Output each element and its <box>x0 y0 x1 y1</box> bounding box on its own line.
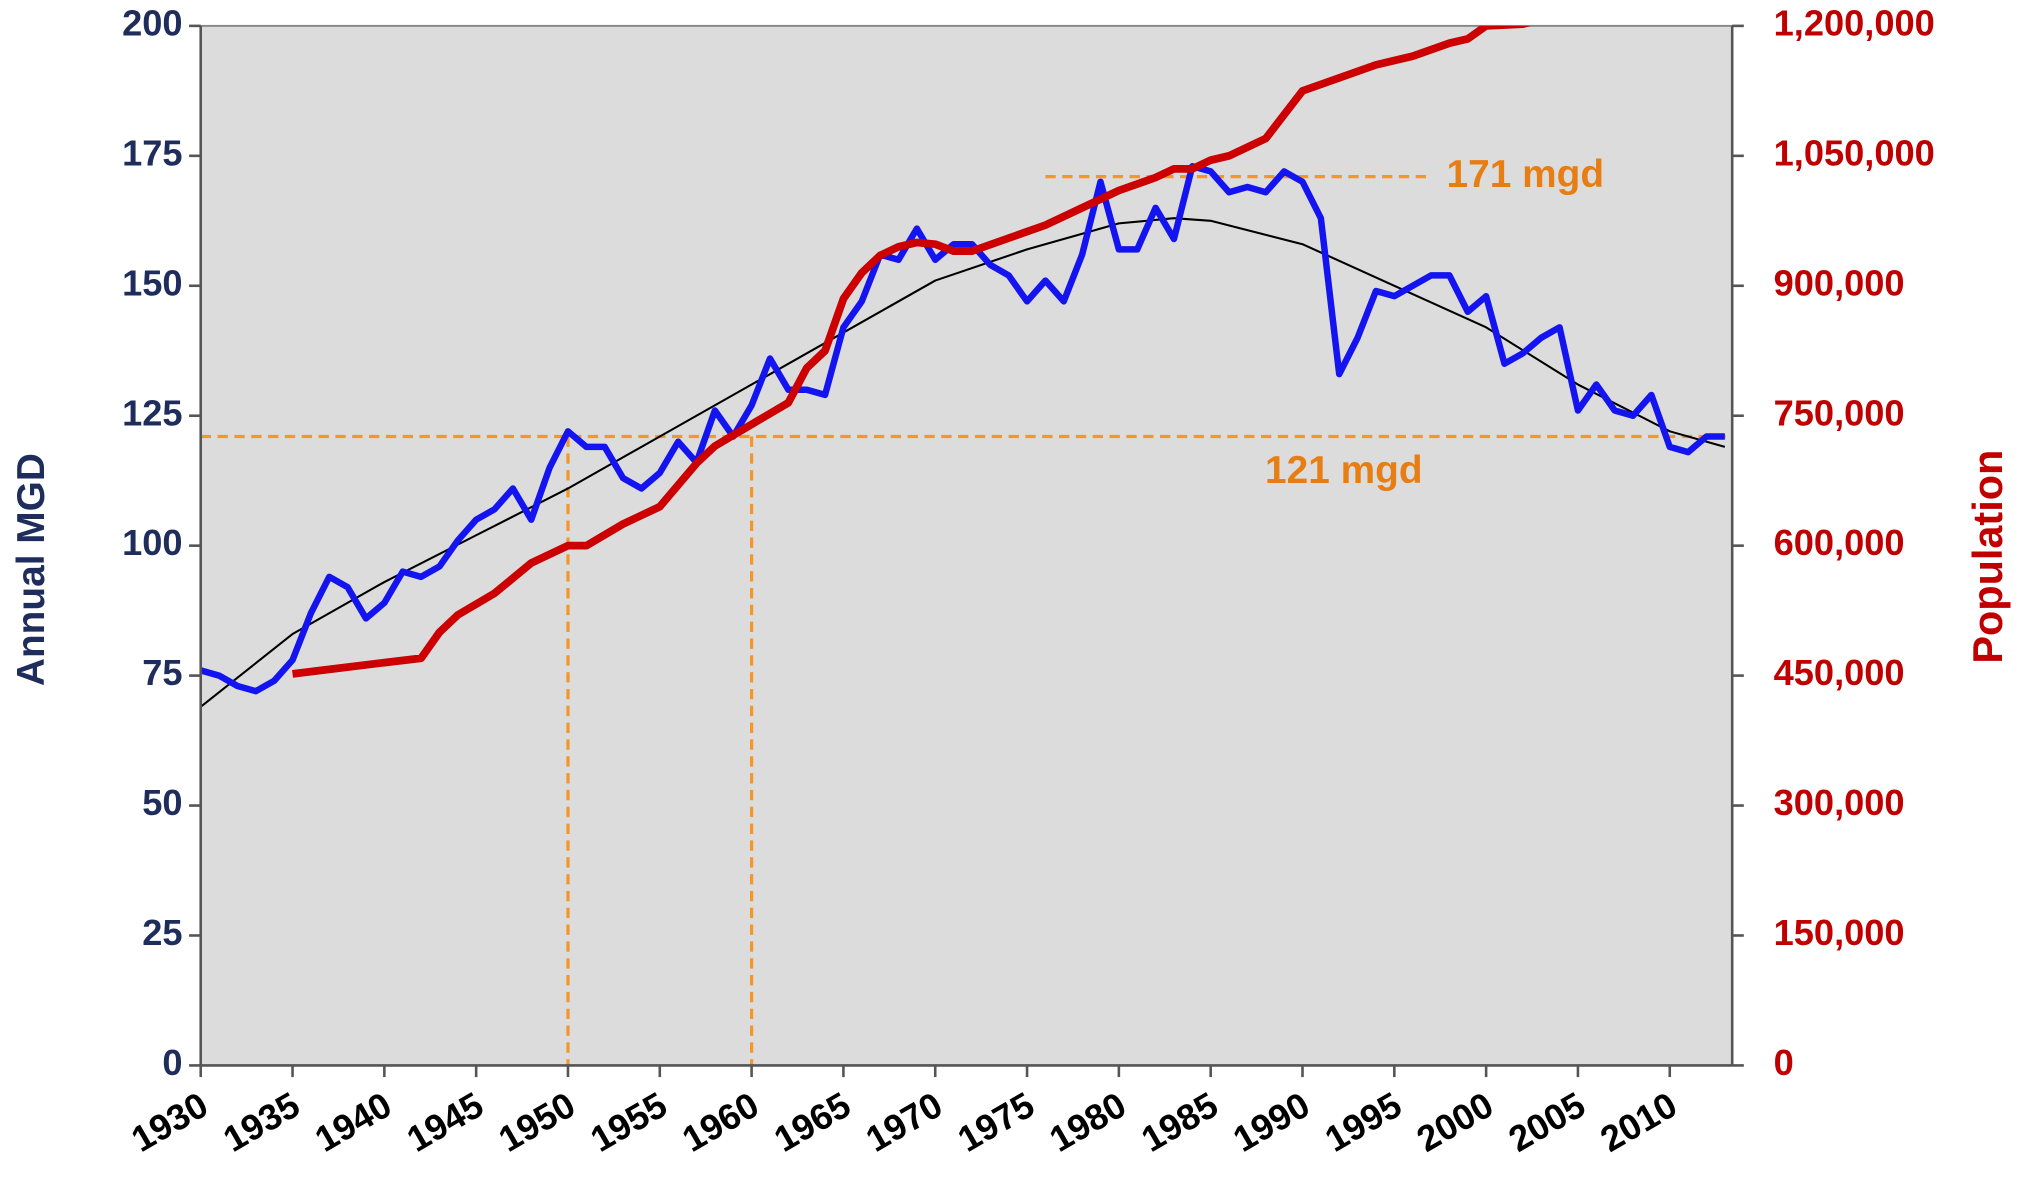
x-tick-label: 1935 <box>216 1084 306 1160</box>
y-tick-label: 200 <box>122 2 182 43</box>
y-tick-label: 175 <box>122 132 182 173</box>
x-tick-label: 1945 <box>400 1084 490 1160</box>
x-tick-label: 2005 <box>1502 1084 1592 1160</box>
series-line <box>200 217 1726 708</box>
x-tick-label: 2000 <box>1410 1084 1500 1160</box>
x-tick-label: 1930 <box>124 1084 214 1160</box>
y2-tick-label: 600,000 <box>1774 522 1905 563</box>
x-tick-label: 1960 <box>675 1084 765 1160</box>
y2-tick-label: 1,050,000 <box>1774 132 1935 173</box>
x-tick-label: 1985 <box>1134 1084 1224 1160</box>
x-tick-label: 1955 <box>583 1084 673 1160</box>
y-tick-label: 75 <box>142 652 182 693</box>
y-tick-label: 0 <box>162 1042 182 1083</box>
annotation-label: 121 mgd <box>1265 449 1423 492</box>
y2-axis-label: Population <box>1965 450 2011 664</box>
y2-tick-label: 150,000 <box>1774 912 1905 953</box>
y2-tick-label: 0 <box>1774 1042 1794 1083</box>
y2-tick-label: 1,200,000 <box>1774 2 1935 43</box>
x-tick-label: 1950 <box>492 1084 582 1160</box>
x-tick-label: 1980 <box>1043 1084 1133 1160</box>
x-tick-label: 1965 <box>767 1084 857 1160</box>
annotation-label: 171 mgd <box>1447 153 1605 196</box>
plot-layer <box>200 25 1733 1066</box>
y-tick-label: 100 <box>122 522 182 563</box>
y2-tick-label: 750,000 <box>1774 392 1905 433</box>
y-tick-label: 150 <box>122 262 182 303</box>
y-tick-label: 50 <box>142 782 182 823</box>
y2-tick-label: 300,000 <box>1774 782 1905 823</box>
x-tick-label: 1970 <box>859 1084 949 1160</box>
y-tick-label: 125 <box>122 392 182 433</box>
series-line <box>200 162 1725 695</box>
y2-tick-label: 900,000 <box>1774 262 1905 303</box>
x-tick-label: 1995 <box>1318 1084 1408 1160</box>
series-line <box>292 25 1531 678</box>
y2-tick-label: 450,000 <box>1774 652 1905 693</box>
x-tick-label: 1975 <box>951 1084 1041 1160</box>
x-tick-label: 1990 <box>1226 1084 1316 1160</box>
x-tick-label: 2010 <box>1593 1084 1683 1160</box>
y-axis-label: Annual MGD <box>10 453 53 686</box>
x-tick-label: 1940 <box>308 1084 398 1160</box>
y-tick-label: 25 <box>142 912 182 953</box>
